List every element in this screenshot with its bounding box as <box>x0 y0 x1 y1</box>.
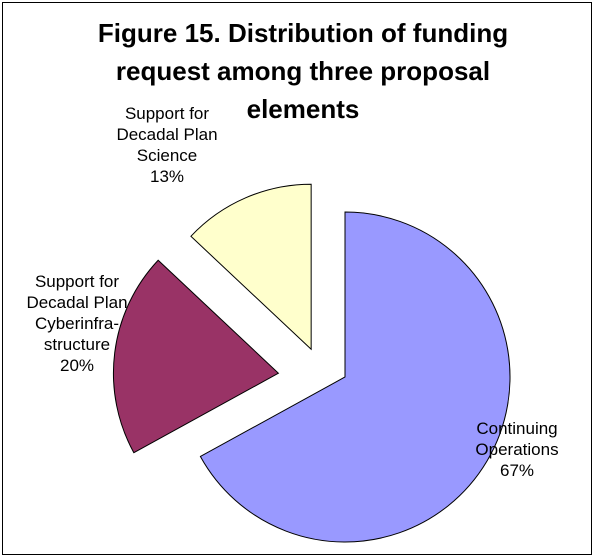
slice-label-1: Support for Decadal Plan Cyberinfra-struct… <box>26 272 127 375</box>
chart-title: Figure 15. Distribution of funding reque… <box>97 18 509 124</box>
pie-slice-0 <box>199 211 511 543</box>
pie-slice-1 <box>112 259 280 454</box>
slice-label-0: Continuing Operations 67% <box>475 419 558 480</box>
pie-slice-2 <box>190 183 312 351</box>
slice-label-2: Support for Decadal Plan Science 13% <box>116 104 217 186</box>
